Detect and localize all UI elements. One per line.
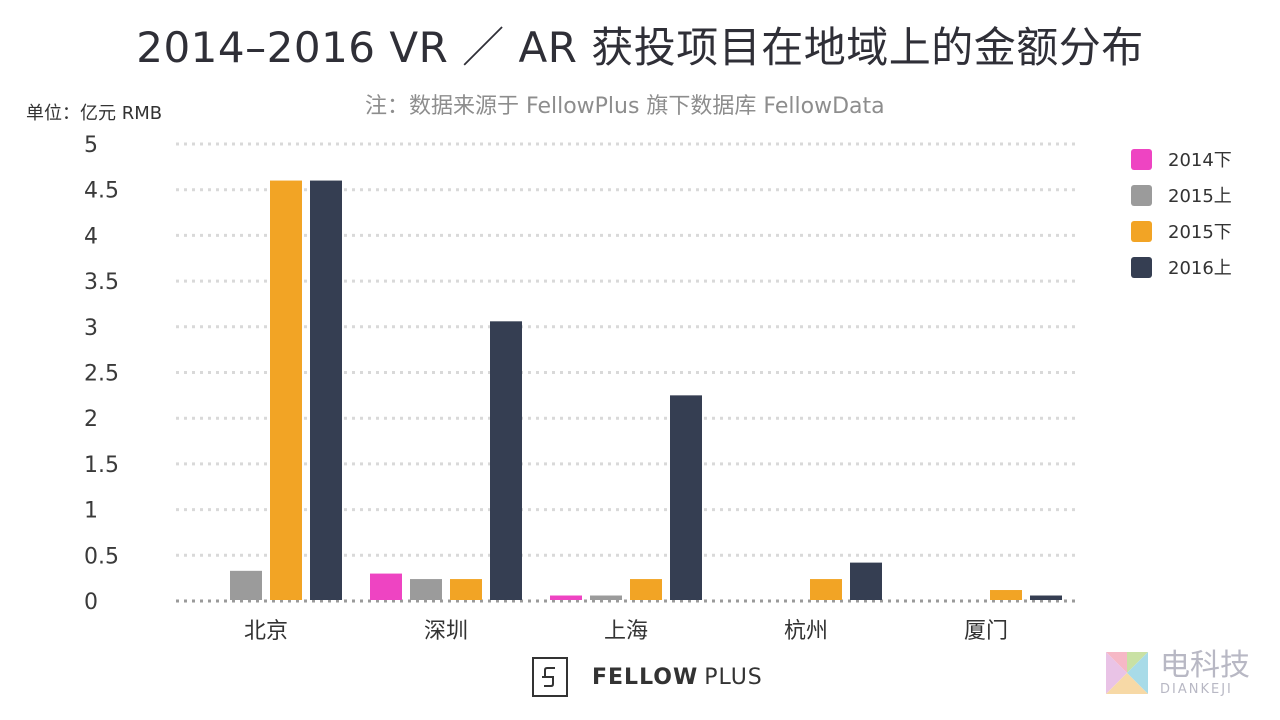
legend-swatch [1131, 220, 1152, 242]
bar [990, 590, 1022, 600]
legend-item-2014-h2: 2014下 [1131, 141, 1232, 177]
y-tick-label: 2.5 [84, 362, 119, 387]
watermark-en: DIANKEJI [1160, 681, 1233, 697]
fellowplus-logo: FELLOW PLUS [532, 657, 763, 697]
legend-label: 2016上 [1168, 258, 1232, 279]
y-tick-label: 3 [84, 316, 98, 341]
bar [810, 579, 842, 600]
y-tick-label: 1.5 [84, 453, 119, 478]
x-tick-label: 厦门 [964, 619, 1008, 644]
legend: 2014下 2015上 2015下 2016上 [1131, 141, 1232, 285]
y-tick-label: 5 [84, 133, 98, 158]
y-axis-unit-label: 单位：亿元 RMB [26, 103, 163, 124]
bar [630, 579, 662, 600]
y-tick-label: 0 [84, 590, 98, 615]
legend-swatch [1131, 148, 1152, 170]
x-tick-label: 上海 [604, 619, 648, 644]
legend-item-2015-h2: 2015下 [1131, 213, 1232, 249]
bar [370, 573, 402, 600]
bar-chart: 0 0.5 1 1.5 2 2.5 3 3.5 4 4.5 5 北京 深圳 上海 杭州 厦门 [84, 133, 1076, 644]
y-tick-label: 1 [84, 499, 98, 524]
diankeji-logo-icon [1106, 652, 1148, 694]
fellowplus-logo-icon [532, 657, 568, 697]
brand-name-bold: FELLOW [592, 664, 699, 690]
y-tick-label: 0.5 [84, 544, 119, 569]
x-tick-label: 杭州 [784, 619, 828, 644]
bar [410, 579, 442, 600]
bar [590, 595, 622, 600]
brand-name-light: PLUS [704, 664, 763, 690]
chart-title: 2014–2016 VR ／ AR 获投项目在地域上的金额分布 [136, 23, 1144, 72]
bar [270, 180, 302, 600]
chart-subtitle: 注：数据来源于 FellowPlus 旗下数据库 FellowData [365, 94, 885, 119]
bar [670, 395, 702, 600]
legend-label: 2014下 [1168, 150, 1232, 171]
x-tick-label: 北京 [244, 619, 288, 644]
y-tick-label: 4 [84, 224, 98, 249]
legend-swatch [1131, 256, 1152, 278]
y-tick-label: 3.5 [84, 270, 119, 295]
bar [230, 570, 262, 600]
bar [490, 321, 522, 600]
legend-swatch [1131, 184, 1152, 206]
legend-item-2016-h1: 2016上 [1131, 249, 1232, 285]
bar [1030, 595, 1062, 600]
bar [850, 562, 882, 600]
bar [450, 579, 482, 600]
bar [550, 595, 582, 600]
legend-item-2015-h1: 2015上 [1131, 177, 1232, 213]
legend-label: 2015上 [1168, 186, 1232, 207]
diankeji-watermark: 电科技 DIANKEJI [1100, 646, 1250, 700]
watermark-cn: 电科技 [1160, 647, 1250, 683]
y-tick-label: 2 [84, 407, 98, 432]
y-tick-label: 4.5 [84, 179, 119, 204]
bar [310, 180, 342, 600]
x-tick-label: 深圳 [424, 619, 468, 644]
legend-label: 2015下 [1168, 222, 1232, 243]
